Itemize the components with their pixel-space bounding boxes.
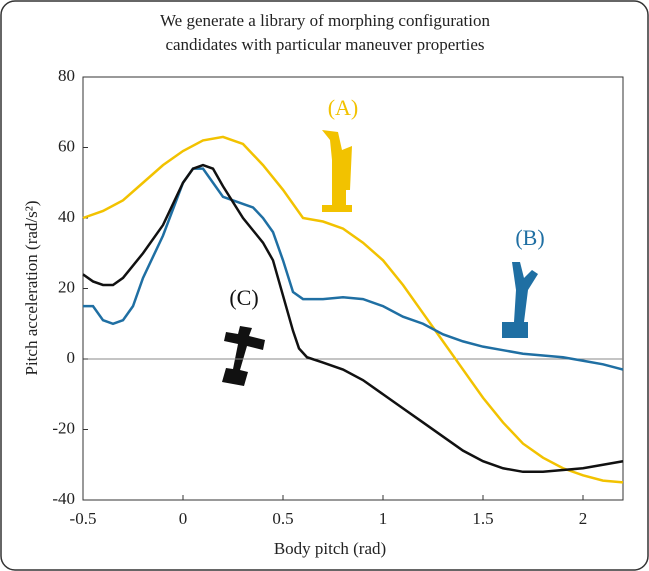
y-axis-label: Pitch acceleration (rad/s²) [22, 200, 41, 375]
x-axis-label: Body pitch (rad) [274, 539, 386, 558]
x-tick-label: 0 [179, 509, 188, 528]
x-tick-label: 1 [379, 509, 388, 528]
configuration-icon [322, 130, 352, 212]
y-tick-label: 40 [58, 207, 75, 226]
x-tick-label: 1.5 [472, 509, 493, 528]
series-label: (B) [515, 225, 544, 250]
y-tick-label: 20 [58, 277, 75, 296]
chart-title: We generate a library of morphing config… [160, 11, 491, 30]
x-tick-label: 2 [579, 509, 588, 528]
series-label: (A) [328, 95, 359, 120]
configuration-icon [222, 326, 265, 386]
x-tick-label: 0.5 [272, 509, 293, 528]
series-line [83, 167, 624, 371]
series-line [82, 135, 624, 484]
y-tick-label: 60 [58, 136, 75, 155]
y-tick-label: 0 [67, 348, 76, 367]
chart-title: candidates with particular maneuver prop… [165, 35, 484, 54]
y-tick-label: -20 [52, 418, 75, 437]
series-line [82, 163, 624, 474]
x-tick-label: -0.5 [70, 509, 97, 528]
y-tick-label: -40 [52, 489, 75, 508]
configuration-icon [502, 262, 538, 338]
series-label: (C) [229, 285, 258, 310]
y-tick-label: 80 [58, 66, 75, 85]
